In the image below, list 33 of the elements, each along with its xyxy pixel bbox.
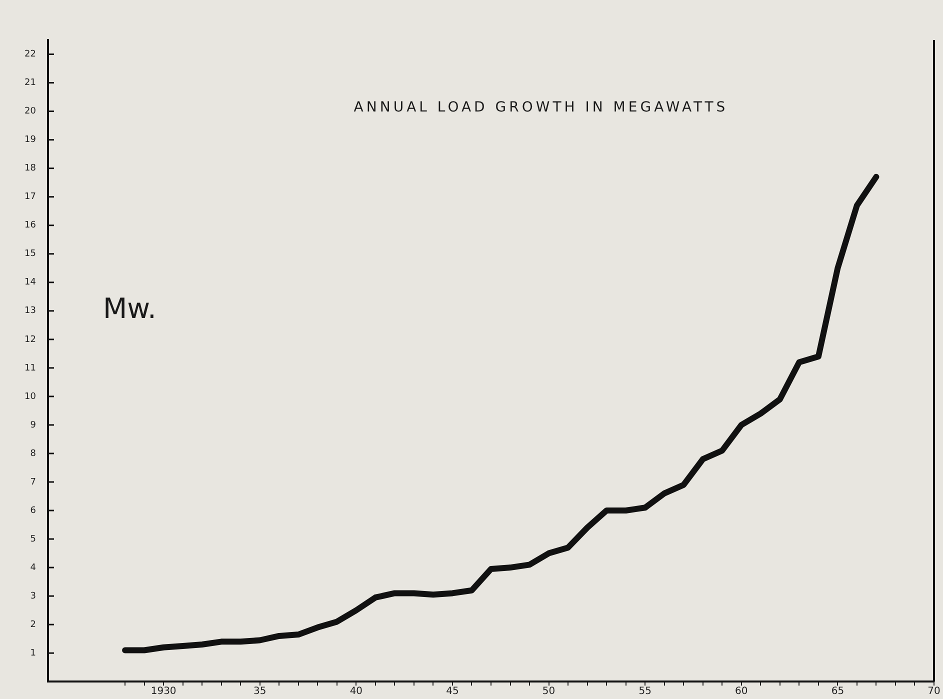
y-tick-label: 18 — [24, 164, 36, 174]
y-tick-label: 8 — [30, 448, 36, 459]
x-tick-label: 50 — [542, 686, 556, 698]
y-tick-label: 7 — [30, 477, 36, 488]
x-tick-label: 35 — [254, 686, 266, 698]
y-tick-label: 4 — [30, 562, 36, 573]
y-tick-label: 15 — [24, 249, 36, 260]
y-tick-label: 6 — [30, 506, 36, 516]
y-tick-label: 12 — [24, 334, 36, 345]
y-tick-label: 17 — [24, 192, 36, 202]
y-tick-label: 20 — [24, 106, 36, 117]
y-tick-label: 5 — [30, 534, 36, 544]
y-tick-label: 14 — [24, 278, 36, 288]
y-tick-label: 22 — [24, 50, 36, 60]
x-tick-label: 70 — [928, 686, 940, 698]
x-tick-label: 60 — [735, 686, 748, 698]
y-tick-label: 3 — [30, 591, 36, 602]
y-tick-label: 19 — [24, 135, 36, 146]
y-tick-label: 2 — [30, 620, 36, 630]
x-tick-label: 45 — [446, 686, 459, 698]
text: ANNUAL LOAD GROWTH IN MEGAWATTS — [354, 100, 728, 116]
y-tick-label: 16 — [24, 220, 36, 231]
x-tick-label: 1930 — [150, 686, 176, 698]
y-tick-label: 21 — [24, 78, 36, 88]
y-tick-label: 11 — [24, 363, 36, 374]
y-tick-label: 9 — [30, 420, 36, 430]
y-tick-label: 1 — [30, 648, 36, 658]
x-tick-label: 65 — [831, 686, 844, 698]
x-tick-label: 40 — [350, 686, 363, 698]
y-axis-title: Mw. — [103, 292, 156, 326]
x-tick-label: 55 — [638, 686, 652, 698]
y-tick-label: 10 — [24, 392, 36, 402]
y-tick-label: 13 — [24, 306, 36, 316]
